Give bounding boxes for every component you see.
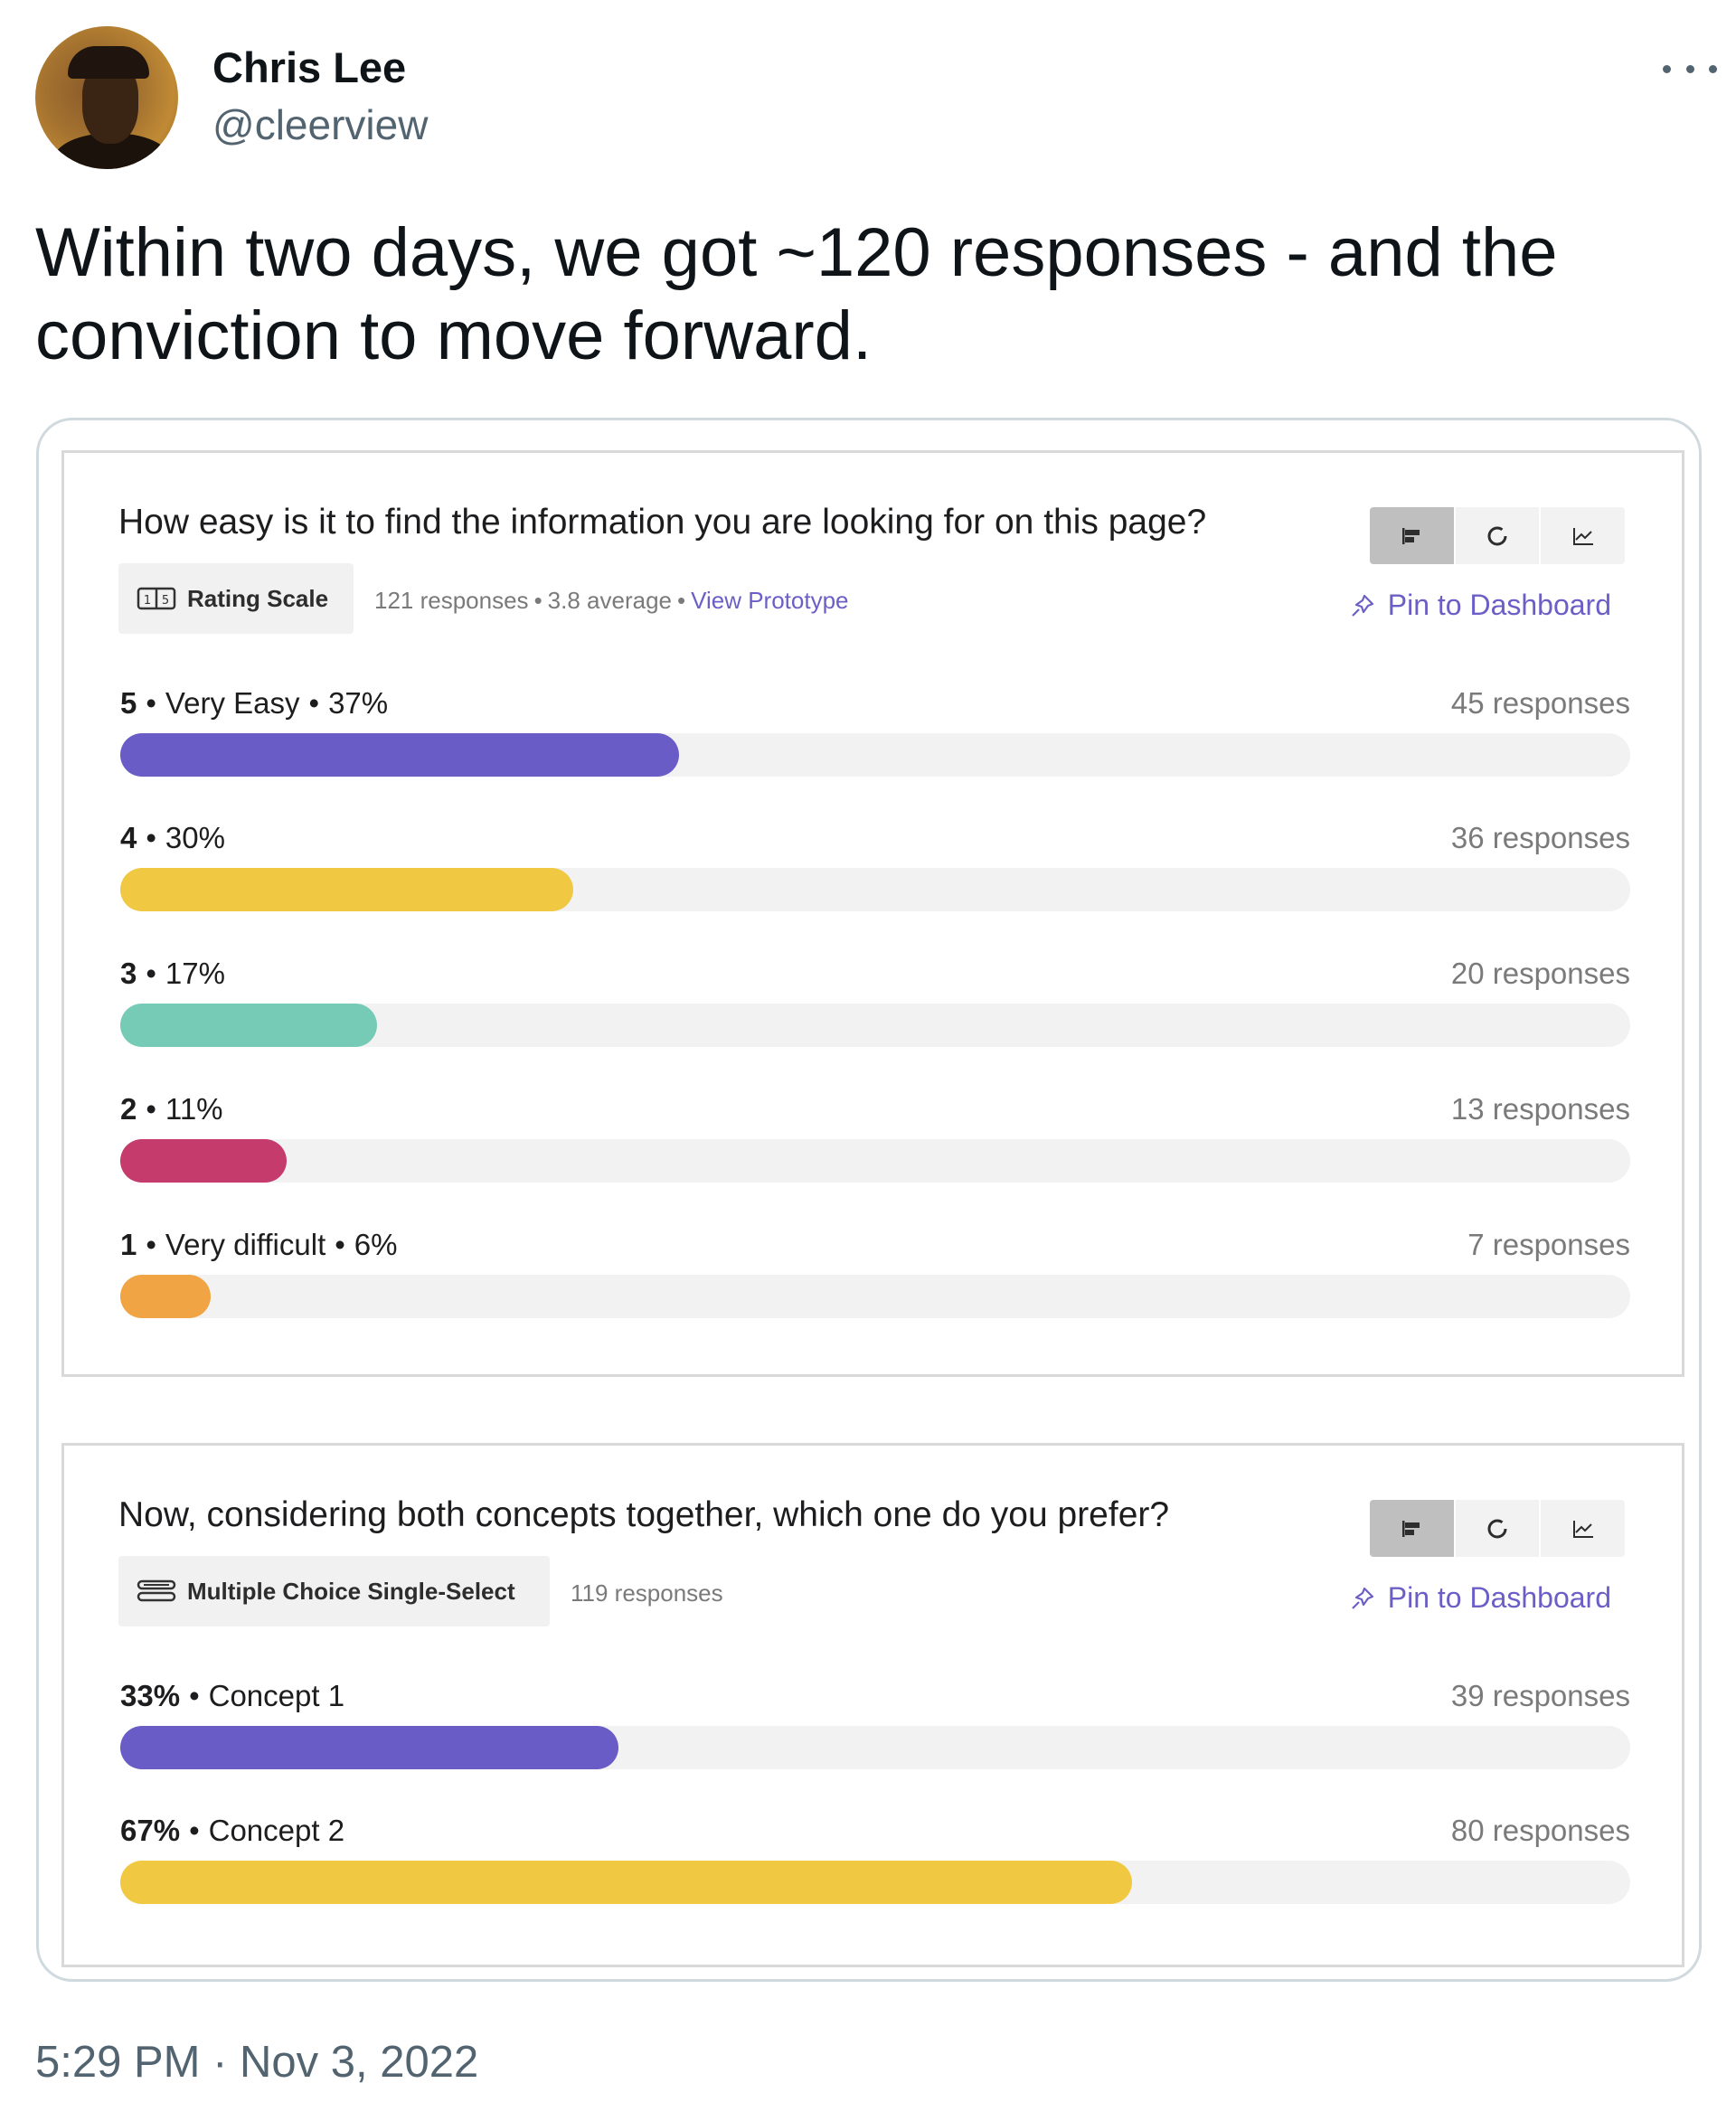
choice-label: Concept 2 xyxy=(208,1814,345,1847)
progress-track xyxy=(120,1726,1630,1769)
more-horizontal-icon[interactable] xyxy=(1663,55,1717,82)
question-type-chip: Multiple Choice Single-Select xyxy=(118,1556,550,1626)
row-label: 5 • Very Easy • 37% xyxy=(120,686,389,720)
rating-value: 2 xyxy=(120,1092,137,1126)
progress-track xyxy=(120,1139,1630,1183)
question-type-label: Multiple Choice Single-Select xyxy=(187,1577,515,1605)
average-score: 3.8 average xyxy=(547,587,672,614)
row-label: 2 • 11% xyxy=(120,1092,223,1126)
rating-value: 5 xyxy=(120,686,137,720)
pie-view-button[interactable] xyxy=(1453,507,1540,564)
pin-to-dashboard-button[interactable]: Pin to Dashboard xyxy=(1350,589,1611,622)
row-label: 4 • 30% xyxy=(120,821,225,854)
progress-fill xyxy=(120,868,573,911)
svg-text:1: 1 xyxy=(144,594,151,608)
pin-label: Pin to Dashboard xyxy=(1387,1581,1611,1614)
pin-to-dashboard-button[interactable]: Pin to Dashboard xyxy=(1350,1581,1611,1615)
rating-percent: 6% xyxy=(354,1228,398,1261)
pie-view-button[interactable] xyxy=(1453,1500,1540,1557)
line-chart-icon xyxy=(1572,1520,1593,1538)
response-row: 33% • Concept 1 39 responses xyxy=(120,1679,1630,1769)
response-total: 121 responses xyxy=(374,587,529,614)
rating-percent: 37% xyxy=(328,686,389,720)
pie-chart-icon xyxy=(1487,526,1507,545)
question-title: How easy is it to find the information y… xyxy=(118,503,1207,542)
question-meta: 121 responses • 3.8 average • View Prototype xyxy=(374,587,849,614)
row-label: 3 • 17% xyxy=(120,957,225,990)
response-row: 1 • Very difficult • 6% 7 responses xyxy=(120,1228,1630,1318)
progress-fill xyxy=(120,1139,287,1183)
line-view-button[interactable] xyxy=(1539,1500,1625,1557)
bar-chart-icon xyxy=(1402,1520,1420,1537)
rating-percent: 30% xyxy=(165,821,225,854)
response-row: 67% • Concept 2 80 responses xyxy=(120,1814,1630,1904)
rating-scale-icon: 1 5 xyxy=(137,587,176,610)
row-label: 67% • Concept 2 xyxy=(120,1814,345,1847)
response-row: 4 • 30% 36 responses xyxy=(120,821,1630,911)
response-count: 13 responses xyxy=(1450,1092,1630,1126)
progress-track xyxy=(120,1004,1630,1047)
rating-label: Very difficult xyxy=(165,1228,326,1261)
rating-percent: 17% xyxy=(165,957,225,990)
progress-track xyxy=(120,1861,1630,1904)
choice-percent: 67% xyxy=(120,1814,181,1847)
rating-value: 4 xyxy=(120,821,137,854)
row-label: 33% • Concept 1 xyxy=(120,1679,345,1712)
response-count: 7 responses xyxy=(1467,1228,1630,1261)
line-chart-icon xyxy=(1572,527,1593,545)
choice-label: Concept 1 xyxy=(208,1679,345,1712)
svg-text:5: 5 xyxy=(162,594,169,608)
response-count: 39 responses xyxy=(1450,1679,1630,1712)
rating-value: 1 xyxy=(120,1228,137,1261)
question-type-chip: 1 5 Rating Scale xyxy=(118,563,354,634)
progress-track xyxy=(120,733,1630,777)
bar-chart-icon xyxy=(1402,527,1420,544)
pin-label: Pin to Dashboard xyxy=(1387,589,1611,621)
line-view-button[interactable] xyxy=(1539,507,1625,564)
author-handle[interactable]: @cleerview xyxy=(212,101,429,148)
response-row: 5 • Very Easy • 37% 45 responses xyxy=(120,686,1630,777)
progress-fill xyxy=(120,733,679,777)
response-count: 36 responses xyxy=(1450,821,1630,854)
pin-icon xyxy=(1351,594,1373,617)
choice-percent: 33% xyxy=(120,1679,181,1712)
response-total: 119 responses xyxy=(571,1579,723,1607)
author-name[interactable]: Chris Lee xyxy=(212,43,407,91)
chart-view-toggle xyxy=(1370,1500,1625,1557)
response-row: 2 • 11% 13 responses xyxy=(120,1092,1630,1183)
survey-panel-choice: Now, considering both concepts together,… xyxy=(61,1443,1684,1967)
pin-icon xyxy=(1351,1587,1373,1609)
multiple-choice-icon xyxy=(137,1579,176,1602)
progress-track xyxy=(120,868,1630,911)
tweet-timestamp[interactable]: 5:29 PM · Nov 3, 2022 xyxy=(35,2038,479,2087)
response-row: 3 • 17% 20 responses xyxy=(120,957,1630,1047)
pie-chart-icon xyxy=(1487,1519,1507,1538)
media-card[interactable]: How easy is it to find the information y… xyxy=(36,418,1702,1982)
progress-fill xyxy=(120,1726,619,1769)
progress-fill xyxy=(120,1004,377,1047)
progress-fill xyxy=(120,1861,1132,1904)
tweet-header: Chris Lee @cleerview xyxy=(35,26,1717,169)
progress-fill xyxy=(120,1275,212,1318)
avatar[interactable] xyxy=(35,26,178,169)
bar-view-button[interactable] xyxy=(1370,1500,1454,1557)
survey-panel-rating: How easy is it to find the information y… xyxy=(61,450,1684,1377)
question-type-label: Rating Scale xyxy=(187,584,329,612)
response-count: 45 responses xyxy=(1450,686,1630,720)
chart-view-toggle xyxy=(1370,507,1625,564)
tweet-text: Within two days, we got ~120 responses -… xyxy=(35,214,1558,374)
bar-view-button[interactable] xyxy=(1370,507,1454,564)
view-prototype-link[interactable]: View Prototype xyxy=(691,587,849,614)
rating-percent: 11% xyxy=(165,1092,223,1126)
rating-value: 3 xyxy=(120,957,137,990)
progress-track xyxy=(120,1275,1630,1318)
question-meta: 119 responses xyxy=(571,1579,723,1607)
question-title: Now, considering both concepts together,… xyxy=(118,1495,1170,1534)
response-count: 20 responses xyxy=(1450,957,1630,990)
response-count: 80 responses xyxy=(1450,1814,1630,1847)
rating-label: Very Easy xyxy=(165,686,300,720)
row-label: 1 • Very difficult • 6% xyxy=(120,1228,398,1261)
